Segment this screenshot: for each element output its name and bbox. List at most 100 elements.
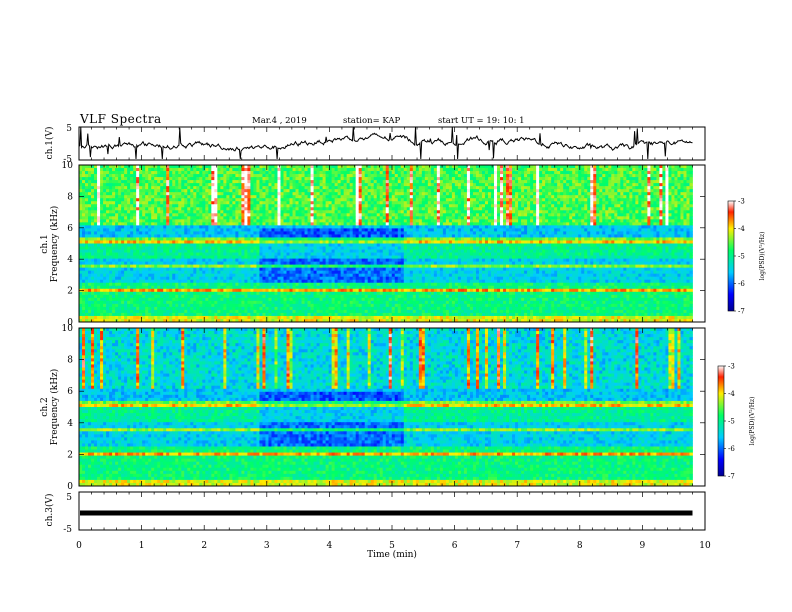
spectrogram-cell (202, 222, 206, 226)
spectrogram-cell (686, 201, 690, 205)
spectrogram-cell (337, 234, 342, 238)
spectrogram-cell (214, 186, 218, 190)
spectrogram-cell (484, 231, 489, 235)
spectrogram-cell (442, 195, 447, 199)
spectrogram-cell (265, 189, 269, 193)
spectrogram-cell (322, 228, 326, 232)
spectrogram-cell (581, 207, 585, 211)
spectrogram-cell (268, 198, 272, 202)
spectrogram-cell (653, 186, 657, 190)
spectrogram-cell (223, 165, 227, 169)
spectrogram-cell (469, 168, 474, 172)
spectrogram-cell (548, 192, 552, 196)
spectrogram-cell (490, 180, 495, 184)
spectrogram-cell (91, 195, 95, 199)
spectrogram-cell (319, 201, 323, 205)
spectrogram-cell (379, 192, 384, 196)
spectrogram-cell (656, 231, 660, 235)
spectrogram-cell (367, 219, 372, 223)
spectrogram-cell (307, 234, 311, 238)
spectrogram-cell (193, 231, 197, 235)
spectrogram-cell (460, 231, 465, 235)
spectrogram-cell (629, 165, 633, 169)
spectrogram-cell (611, 195, 615, 199)
spectrogram-cell (614, 228, 618, 232)
spectrogram-cell (367, 192, 372, 196)
spectrogram-cell (403, 210, 408, 214)
spectrogram-cell (500, 165, 504, 169)
spectrogram-cell (647, 231, 651, 235)
spectrogram-cell (295, 216, 299, 220)
spectrogram-cell (674, 177, 678, 181)
spectrogram-cell (466, 222, 471, 226)
spectrogram-cell (319, 177, 323, 181)
spectrogram-cell (608, 168, 612, 172)
spectrogram-cell (445, 168, 450, 172)
spectrogram-cell (581, 219, 585, 223)
spectrogram-cell (109, 216, 113, 220)
spectrogram-cell (163, 234, 167, 238)
spectrogram-cell (310, 168, 314, 172)
spectrogram-cell (283, 201, 287, 205)
spectrogram-cell (340, 204, 345, 208)
spectrogram-cell (316, 189, 320, 193)
spectrogram-cell (133, 183, 137, 187)
spectrogram-cell (301, 174, 305, 178)
spectrogram-cell (460, 174, 465, 178)
spectrogram-cell (406, 210, 411, 214)
spectrogram-cell (647, 219, 651, 223)
spectrogram-cell (376, 201, 381, 205)
spectrogram-cell (265, 231, 269, 235)
spectrogram-cell (551, 219, 555, 223)
spectrogram-cell (223, 180, 227, 184)
spectrogram-cell (512, 177, 516, 181)
spectrogram-cell (127, 213, 131, 217)
spectrogram-cell (394, 228, 399, 232)
spectrogram-cell (250, 219, 254, 223)
spectrogram-cell (337, 183, 342, 187)
spectrogram-cell (211, 183, 215, 187)
spectrogram-cell (454, 174, 459, 178)
spectrogram-cell (220, 228, 224, 232)
spectrogram-cell (448, 225, 453, 229)
spectrogram-cell (611, 171, 615, 175)
spectrogram-cell (385, 234, 390, 238)
spectrogram-cell (346, 207, 351, 211)
spectrogram-cell (253, 234, 257, 238)
spectrogram-cell (665, 180, 669, 184)
spectrogram-cell (103, 219, 107, 223)
spectrogram-cell (527, 201, 531, 205)
spectrogram-cell (301, 183, 305, 187)
spectrogram-cell (430, 216, 435, 220)
spectrogram-cell (106, 222, 110, 226)
spectrogram-cell (385, 189, 390, 193)
spectrogram-cell (590, 192, 594, 196)
spectrogram-cell (154, 222, 158, 226)
spectrogram-cell (578, 207, 582, 211)
spectrogram-cell (127, 177, 131, 181)
spectrogram-cell (190, 231, 194, 235)
spectrogram-cell (322, 210, 326, 214)
spectrogram-cell (632, 204, 636, 208)
spectrogram-cell (268, 234, 272, 238)
spectrogram-cell (614, 216, 618, 220)
spectrogram-cell (560, 234, 564, 238)
spectrogram-cell (463, 210, 468, 214)
spectrogram-cell (358, 183, 363, 187)
spectrogram-cell (578, 195, 582, 199)
spectrogram-cell (635, 195, 639, 199)
spectrogram-cell (415, 219, 420, 223)
spectrogram-cell (674, 189, 678, 193)
spectrogram-cell (451, 234, 456, 238)
spectrogram-cell (310, 186, 314, 190)
spectrogram-cell (286, 207, 290, 211)
spectrogram-cell (349, 171, 354, 175)
spectrogram-cell (292, 189, 296, 193)
spectrogram-cell (310, 228, 314, 232)
spectrogram-cell (602, 219, 606, 223)
spectrogram-cell (232, 201, 236, 205)
spectrogram-cell (151, 216, 155, 220)
spectrogram-cell (572, 222, 576, 226)
spectrogram-cell (94, 180, 98, 184)
spectrogram-cell (262, 189, 266, 193)
